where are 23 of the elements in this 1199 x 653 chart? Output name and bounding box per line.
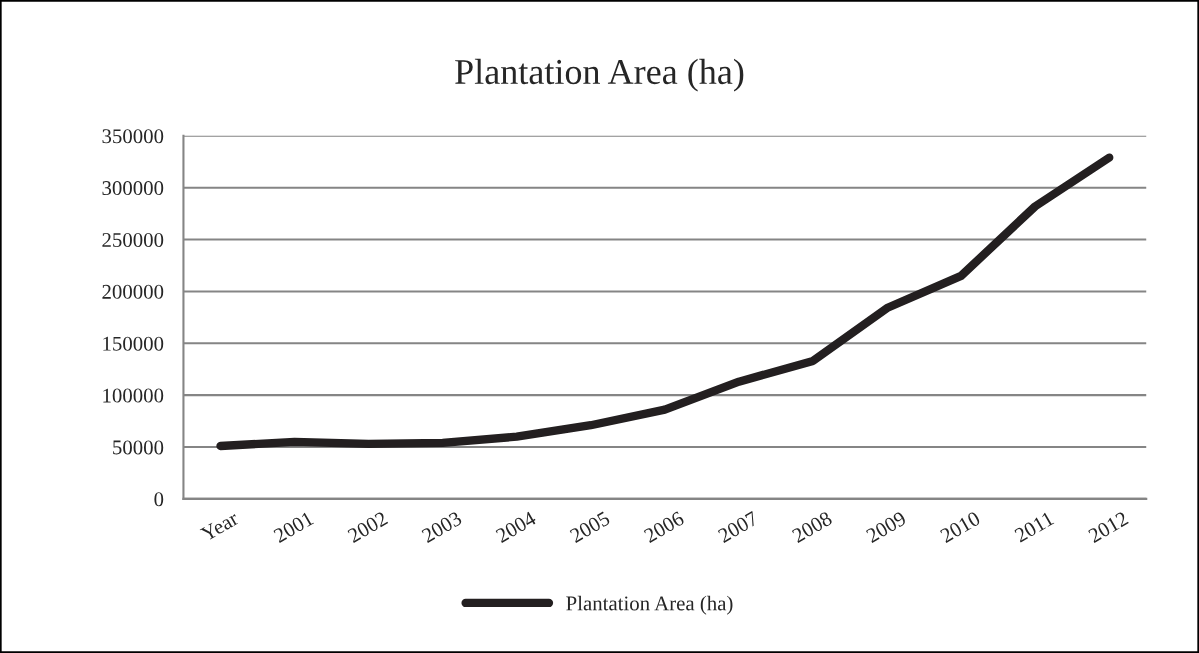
- y-tick-label: 350000: [102, 129, 164, 144]
- x-tick-label: Year: [199, 510, 240, 542]
- x-tick-label: 2010: [939, 510, 982, 544]
- y-tick-label: 150000: [103, 336, 164, 351]
- x-tick-label: 2012: [1087, 511, 1129, 544]
- x-tick-label: 2002: [346, 511, 389, 544]
- x-tick-label: 2003: [420, 510, 463, 544]
- x-tick-label: 2011: [1013, 511, 1055, 543]
- x-tick-label: 2008: [791, 510, 833, 544]
- y-tick-label: 250000: [102, 232, 164, 247]
- x-tick-label: 2005: [569, 510, 611, 544]
- x-tick-label: 2009: [865, 510, 907, 544]
- y-tick-label: 200000: [102, 284, 164, 299]
- legend-label: Plantation Area (ha): [566, 595, 733, 615]
- chart-title: Plantation Area (ha): [455, 58, 744, 92]
- y-tick-label: 0: [154, 492, 164, 507]
- y-tick-label: 300000: [102, 181, 164, 196]
- x-tick-label: 2007: [717, 510, 760, 544]
- x-tick-label: 2001: [272, 511, 315, 544]
- y-tick-label: 100000: [103, 388, 164, 403]
- x-tick-label: 2004: [495, 510, 538, 544]
- y-tick-label: 50000: [113, 440, 164, 455]
- x-tick-label: 2006: [643, 510, 685, 544]
